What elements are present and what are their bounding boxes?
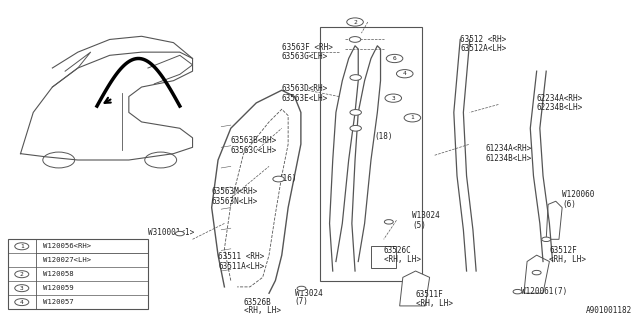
Text: 63512 <RH>: 63512 <RH> [460,35,506,44]
Circle shape [532,270,541,275]
Circle shape [145,152,177,168]
Circle shape [385,220,394,224]
Text: 63512A<LH>: 63512A<LH> [460,44,506,53]
Text: (16): (16) [278,173,297,183]
Text: 61234B<LH>: 61234B<LH> [486,154,532,163]
Circle shape [43,152,75,168]
Text: 3: 3 [20,286,24,291]
Text: W120060: W120060 [562,190,595,199]
Text: 61234A<RH>: 61234A<RH> [486,144,532,153]
Text: 63511 <RH>: 63511 <RH> [218,252,264,261]
Text: 4: 4 [20,300,24,305]
Circle shape [350,75,362,80]
Text: 63511F: 63511F [415,290,444,299]
Circle shape [175,231,184,236]
Text: W310001<1>: W310001<1> [148,228,194,237]
FancyBboxPatch shape [320,27,422,281]
Text: W120058: W120058 [43,271,74,277]
Text: W120061(7): W120061(7) [521,287,567,296]
Text: 63563B<RH>: 63563B<RH> [231,136,277,146]
Circle shape [15,299,29,306]
Text: 63526B: 63526B [244,298,271,307]
Circle shape [396,69,413,78]
Text: (6): (6) [562,200,576,209]
Circle shape [350,125,362,131]
Text: 62234B<LH>: 62234B<LH> [537,103,583,112]
Circle shape [273,176,284,182]
Text: W120057: W120057 [43,299,74,305]
Circle shape [347,18,364,26]
Text: 4: 4 [403,71,406,76]
Text: 63512F: 63512F [549,246,577,255]
Polygon shape [371,246,396,268]
Text: 63563D<RH>: 63563D<RH> [282,84,328,93]
Circle shape [350,109,362,115]
Text: 2: 2 [20,272,24,277]
Text: W13024: W13024 [294,289,323,298]
Text: <RH, LH>: <RH, LH> [415,299,452,308]
Text: W120056<RH>: W120056<RH> [43,243,91,249]
Text: A901001182: A901001182 [586,307,632,316]
Text: 63511A<LH>: 63511A<LH> [218,262,264,271]
Text: 2: 2 [353,20,357,25]
Text: W120059: W120059 [43,285,74,291]
Text: 3: 3 [392,96,395,101]
Polygon shape [524,255,549,293]
Text: 63563G<LH>: 63563G<LH> [282,52,328,61]
Polygon shape [399,271,429,306]
Polygon shape [546,201,562,239]
Text: <RH, LH>: <RH, LH> [244,306,280,315]
Text: 63563C<LH>: 63563C<LH> [231,146,277,155]
Text: W120027<LH>: W120027<LH> [43,257,91,263]
Text: <RH, LH>: <RH, LH> [549,255,586,264]
Text: (7): (7) [294,297,308,306]
Text: 63563N<LH>: 63563N<LH> [212,197,258,206]
Text: (18): (18) [374,132,393,141]
Circle shape [15,271,29,278]
Circle shape [349,36,361,42]
Circle shape [404,114,420,122]
Circle shape [297,286,306,291]
Circle shape [15,243,29,250]
Circle shape [15,285,29,292]
Text: 1: 1 [410,115,414,120]
Text: 1: 1 [20,244,24,249]
Circle shape [385,94,401,102]
Text: 63526C: 63526C [384,246,412,255]
Text: 62234A<RH>: 62234A<RH> [537,94,583,103]
Text: 63563F <RH>: 63563F <RH> [282,43,333,52]
Circle shape [541,237,550,242]
Text: (5): (5) [412,220,426,229]
Circle shape [513,289,522,294]
Text: 63563M<RH>: 63563M<RH> [212,187,258,196]
FancyBboxPatch shape [8,239,148,309]
Text: 6: 6 [393,56,396,61]
Circle shape [387,54,403,63]
Text: W13024: W13024 [412,211,440,220]
Text: 63563E<LH>: 63563E<LH> [282,94,328,103]
Text: <RH, LH>: <RH, LH> [384,255,420,264]
